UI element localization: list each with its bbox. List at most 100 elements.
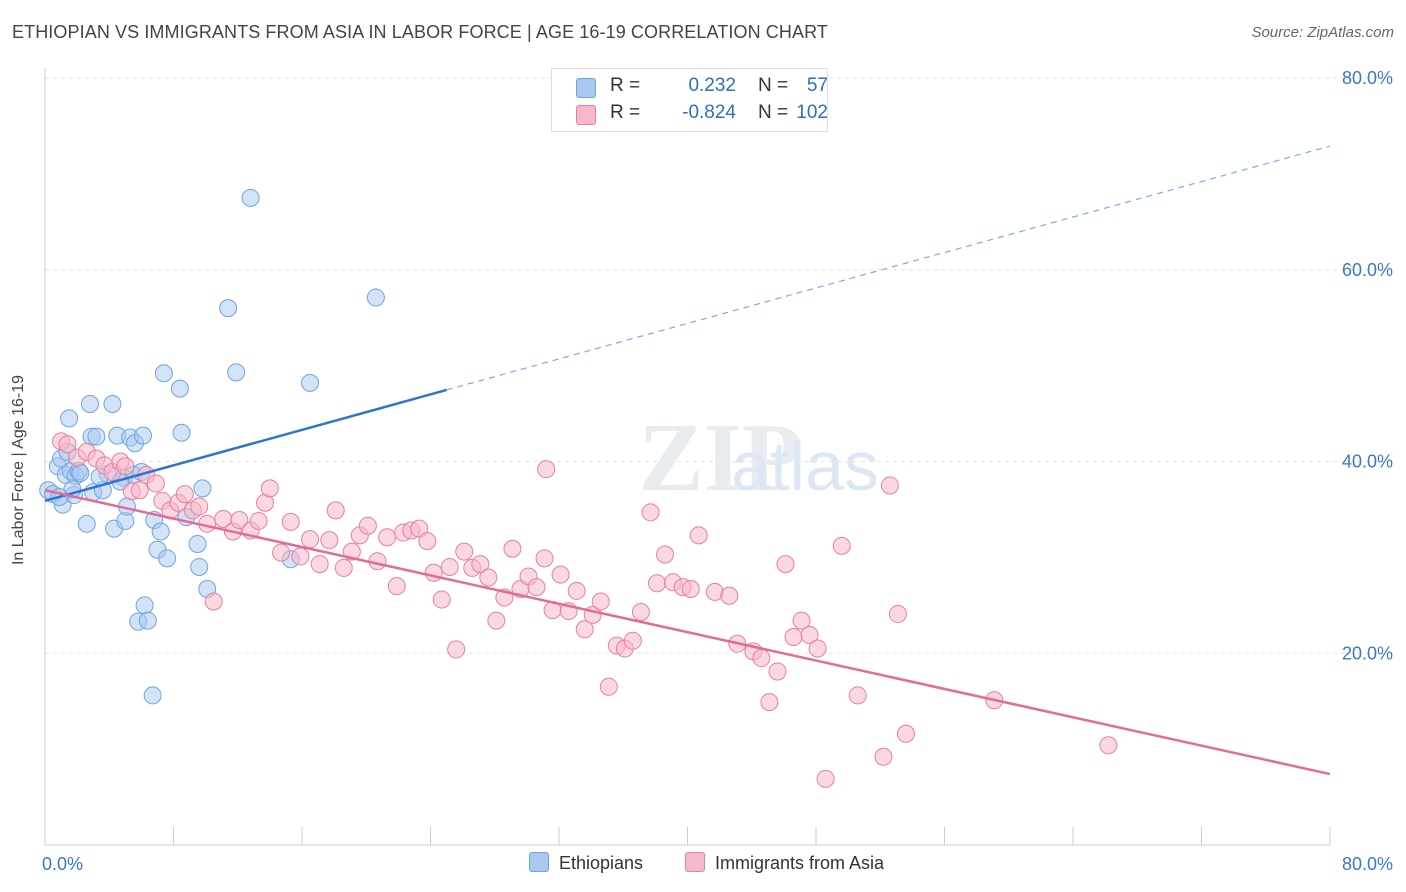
correlation-legend: R = 0.232 N = 57 R = -0.824 N = 102: [551, 68, 828, 132]
data-point-ethiopians: [366, 288, 385, 307]
data-point-immigrants-from-asia: [301, 530, 320, 549]
data-point-ethiopians: [80, 394, 99, 413]
n-label: N =: [758, 102, 789, 123]
data-point-immigrants-from-asia: [418, 532, 437, 551]
data-point-immigrants-from-asia: [1099, 736, 1118, 755]
data-point-immigrants-from-asia: [310, 555, 329, 574]
data-point-immigrants-from-asia: [479, 568, 498, 587]
data-point-immigrants-from-asia: [551, 565, 570, 584]
data-point-immigrants-from-asia: [599, 677, 618, 696]
data-point-immigrants-from-asia: [387, 577, 406, 596]
trendline-ethiopians: [44, 388, 447, 503]
legend-label: Ethiopians: [559, 853, 644, 873]
data-point-immigrants-from-asia: [487, 611, 506, 630]
swatch-immigrants-from-asia: [576, 105, 596, 125]
data-point-immigrants-from-asia: [455, 542, 474, 561]
data-point-immigrants-from-asia: [58, 435, 77, 454]
data-point-immigrants-from-asia: [272, 543, 291, 562]
data-point-immigrants-from-asia: [888, 604, 907, 623]
data-point-immigrants-from-asia: [230, 510, 249, 529]
n-value: 102: [796, 102, 828, 123]
data-point-immigrants-from-asia: [567, 581, 586, 600]
data-point-immigrants-from-asia: [792, 611, 811, 630]
watermark: ZIP: [638, 404, 801, 512]
data-point-immigrants-from-asia: [326, 501, 345, 520]
swatch-ethiopians: [529, 852, 549, 872]
data-point-immigrants-from-asia: [832, 536, 851, 555]
data-point-immigrants-from-asia: [291, 547, 310, 566]
data-point-ethiopians: [188, 534, 207, 553]
data-point-ethiopians: [219, 299, 238, 318]
data-point-ethiopians: [301, 373, 320, 392]
data-point-ethiopians: [193, 479, 212, 498]
data-point-immigrants-from-asia: [647, 574, 666, 593]
data-point-immigrants-from-asia: [880, 476, 899, 495]
r-value: 0.232: [688, 75, 736, 96]
bottom-legend-ethiopians: Ethiopians: [529, 852, 643, 874]
data-point-immigrants-from-asia: [641, 503, 660, 522]
data-point-immigrants-from-asia: [575, 620, 594, 639]
data-point-ethiopians: [71, 464, 90, 483]
data-point-immigrants-from-asia: [334, 558, 353, 577]
data-point-immigrants-from-asia: [776, 555, 795, 574]
data-point-ethiopians: [143, 686, 162, 705]
y-tick-label: 20.0%: [1342, 643, 1393, 663]
data-point-ethiopians: [60, 409, 79, 428]
data-point-immigrants-from-asia: [816, 769, 835, 788]
watermark-atlas: atlas: [731, 427, 879, 505]
data-point-immigrants-from-asia: [848, 686, 867, 705]
data-point-immigrants-from-asia: [656, 545, 675, 564]
data-point-ethiopians: [103, 394, 122, 413]
data-point-immigrants-from-asia: [249, 511, 268, 530]
x-tick-label: 80.0%: [1342, 854, 1393, 874]
data-point-ethiopians: [241, 188, 260, 207]
data-point-immigrants-from-asia: [720, 586, 739, 605]
data-point-ethiopians: [133, 426, 152, 445]
data-point-immigrants-from-asia: [378, 528, 397, 547]
data-point-immigrants-from-asia: [623, 631, 642, 650]
data-point-immigrants-from-asia: [591, 592, 610, 611]
r-value: -0.824: [682, 102, 736, 123]
swatch-immigrants-from-asia: [685, 852, 705, 872]
data-point-immigrants-from-asia: [535, 549, 554, 568]
data-point-ethiopians: [170, 379, 189, 398]
r-label: R =: [610, 102, 641, 123]
data-point-ethiopians: [77, 514, 96, 533]
data-point-immigrants-from-asia: [537, 460, 556, 479]
tick-labels: 20.0% 40.0% 60.0% 80.0% 0.0% 80.0%: [42, 68, 1393, 874]
data-point-immigrants-from-asia: [503, 539, 522, 558]
data-point-ethiopians: [227, 363, 246, 382]
data-point-immigrants-from-asia: [784, 627, 803, 646]
data-point-immigrants-from-asia: [760, 693, 779, 712]
data-point-immigrants-from-asia: [190, 497, 209, 516]
data-point-immigrants-from-asia: [447, 640, 466, 659]
data-point-immigrants-from-asia: [689, 526, 708, 545]
data-point-immigrants-from-asia: [175, 485, 194, 504]
data-point-immigrants-from-asia: [808, 639, 827, 658]
axes: [44, 68, 1331, 846]
n-value: 57: [806, 75, 828, 96]
n-label: N =: [758, 75, 789, 96]
data-point-immigrants-from-asia: [471, 555, 490, 574]
y-tick-label: 40.0%: [1342, 452, 1393, 472]
data-point-immigrants-from-asia: [204, 592, 223, 611]
swatch-ethiopians: [576, 78, 596, 98]
r-label: R =: [610, 75, 641, 96]
data-point-immigrants-from-asia: [130, 481, 149, 500]
bottom-legend-immigrants-from-asia: Immigrants from Asia: [685, 852, 884, 874]
trendline-immigrants-from-asia: [44, 489, 1331, 776]
data-point-immigrants-from-asia: [281, 512, 300, 531]
data-point-immigrants-from-asia: [116, 457, 135, 476]
data-point-immigrants-from-asia: [874, 747, 893, 766]
data-point-ethiopians: [154, 364, 173, 383]
data-point-immigrants-from-asia: [752, 649, 771, 668]
y-tick-label: 60.0%: [1342, 260, 1393, 280]
grid-lines: [45, 77, 1392, 654]
data-point-immigrants-from-asia: [527, 578, 546, 597]
data-point-immigrants-from-asia: [800, 626, 819, 645]
data-point-immigrants-from-asia: [631, 603, 650, 622]
data-point-immigrants-from-asia: [681, 580, 700, 599]
trendline-ethiopians-extension: [446, 145, 1331, 391]
data-point-ethiopians: [172, 423, 191, 442]
